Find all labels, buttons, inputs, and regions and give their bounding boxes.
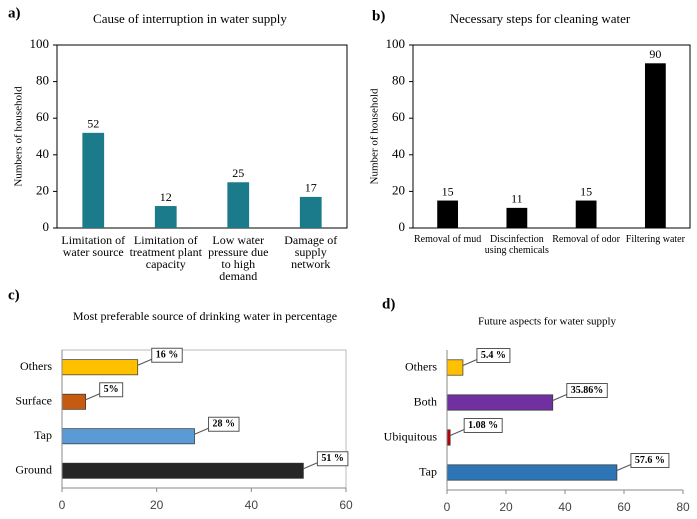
y-tick-label: Others xyxy=(405,359,437,373)
y-tick-label: 0 xyxy=(399,219,406,234)
bar xyxy=(154,206,177,228)
chart-title: Cause of interruption in water supply xyxy=(93,11,287,26)
bar xyxy=(61,462,304,479)
label-leader xyxy=(137,358,152,366)
bar xyxy=(61,428,195,445)
value-label: 12 xyxy=(160,190,172,204)
value-label: 28 % xyxy=(213,419,236,430)
label-box xyxy=(151,347,183,363)
value-label: 1.08 % xyxy=(468,420,498,431)
x-tick-label: Limitation of water source xyxy=(61,233,126,259)
y-tick-label: Surface xyxy=(15,394,52,408)
label-leader xyxy=(194,427,209,435)
label-leader xyxy=(449,429,465,436)
x-tick-label: Removal of odor xyxy=(552,234,620,245)
x-tick-label: 80 xyxy=(676,500,690,514)
bar xyxy=(61,393,87,410)
bar xyxy=(575,200,597,228)
value-label: 5.4 % xyxy=(481,350,506,361)
value-label: 17 xyxy=(305,181,317,195)
label-box xyxy=(566,383,608,398)
x-tick-label: Discinfection using chemicals xyxy=(484,234,549,256)
bar xyxy=(227,182,250,228)
label-leader xyxy=(303,462,318,470)
bar xyxy=(437,200,459,228)
y-tick-label: 20 xyxy=(36,182,49,197)
label-box xyxy=(99,382,124,398)
bar xyxy=(61,359,139,376)
x-tick-label: Low water pressure due to high demand xyxy=(208,233,269,283)
plot-frame xyxy=(56,44,348,229)
y-axis-label: Numbers of household xyxy=(13,86,25,187)
bar xyxy=(446,394,554,411)
y-tick-label: 40 xyxy=(392,146,405,161)
y-tick-label: Both xyxy=(414,394,437,408)
x-tick-label: 60 xyxy=(339,498,353,512)
chart-title: Necessary steps for cleaning water xyxy=(450,11,631,26)
panel-label: a) xyxy=(8,5,21,21)
value-label: 51 % xyxy=(321,453,344,464)
chart-title: Most preferable source of drinking water… xyxy=(72,309,338,323)
y-tick-label: 80 xyxy=(36,73,49,88)
panel-label: d) xyxy=(382,296,395,312)
x-tick-label: 0 xyxy=(444,500,451,514)
y-tick-label: 60 xyxy=(392,109,405,124)
x-tick-label: Limitation of treatment plant capacity xyxy=(129,233,202,271)
x-tick-label: 40 xyxy=(558,500,572,514)
label-box xyxy=(316,451,349,467)
x-tick-label: 20 xyxy=(150,498,164,512)
x-tick-label: Damage of supply network xyxy=(284,233,338,271)
value-label: 25 xyxy=(232,166,244,180)
label-box xyxy=(476,348,511,363)
label-box xyxy=(208,416,240,432)
x-tick-label: 40 xyxy=(245,498,259,512)
bar xyxy=(82,132,105,228)
x-tick-label: Removal of mud xyxy=(414,234,482,245)
y-tick-label: Tap xyxy=(34,428,52,442)
value-label: 11 xyxy=(511,192,523,206)
label-box xyxy=(630,453,670,468)
label-leader xyxy=(616,464,632,471)
y-tick-label: 100 xyxy=(386,36,406,51)
label-leader xyxy=(552,394,567,401)
y-axis-label: Number of household xyxy=(369,88,381,184)
bar xyxy=(446,464,618,481)
chart-title: Future aspects for water supply xyxy=(478,316,617,328)
y-tick-label: Others xyxy=(20,359,52,373)
label-box xyxy=(463,418,503,433)
x-tick-label: Filtering water xyxy=(625,234,685,245)
y-tick-label: 60 xyxy=(36,109,49,124)
y-tick-label: Tap xyxy=(419,464,437,478)
value-label: 15 xyxy=(442,184,454,198)
y-tick-label: 80 xyxy=(392,73,405,88)
value-label: 57.6 % xyxy=(635,455,665,466)
y-tick-label: 40 xyxy=(36,146,49,161)
plot-frame xyxy=(412,44,691,229)
y-tick-label: Ground xyxy=(15,463,52,477)
value-label: 5% xyxy=(104,384,119,395)
x-tick-label: 0 xyxy=(59,498,66,512)
bar xyxy=(299,196,322,228)
panel-label: b) xyxy=(372,8,385,24)
value-label: 90 xyxy=(649,47,661,61)
y-tick-label: Ubiquitous xyxy=(384,429,438,443)
y-tick-label: 0 xyxy=(43,219,50,234)
value-label: 52 xyxy=(87,117,99,131)
y-tick-label: 100 xyxy=(30,36,50,51)
x-tick-label: 60 xyxy=(617,500,631,514)
value-label: 16 % xyxy=(156,350,179,361)
bar xyxy=(644,63,666,228)
value-label: 15 xyxy=(580,184,592,198)
x-tick-label: 20 xyxy=(499,500,513,514)
label-leader xyxy=(85,393,100,401)
bar xyxy=(446,359,464,376)
bar xyxy=(506,207,528,228)
y-tick-label: 20 xyxy=(392,182,405,197)
value-label: 35.86% xyxy=(571,385,604,396)
panel-label: c) xyxy=(8,287,20,303)
label-leader xyxy=(462,359,478,366)
